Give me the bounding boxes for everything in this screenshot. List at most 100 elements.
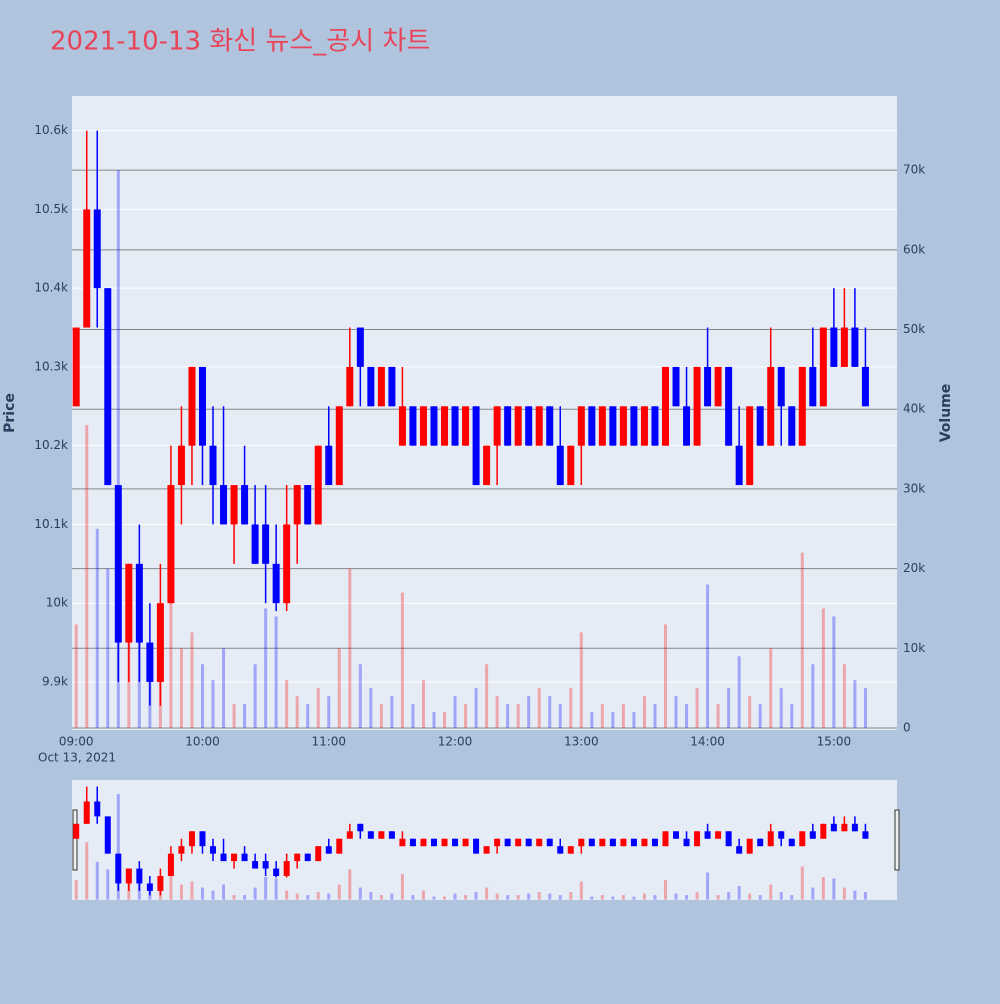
candle-body [272, 563, 280, 604]
y2-tick-label: 50k [903, 322, 925, 336]
candle-body-mini [525, 838, 532, 847]
candle-body [388, 366, 396, 407]
volume-bar [663, 624, 667, 729]
candle-body-mini [388, 831, 395, 839]
volume-bar [495, 696, 499, 729]
candle-body-mini [420, 838, 427, 847]
volume-bar [548, 696, 552, 729]
volume-bar [527, 696, 531, 729]
volume-bar [74, 624, 78, 729]
volume-bar-mini [190, 881, 194, 900]
volume-bar [306, 704, 310, 729]
candle-body [241, 485, 249, 525]
candle-body-mini [188, 831, 195, 847]
candle-body [125, 563, 133, 643]
volume-bar-mini [264, 876, 268, 900]
candle-body-mini [378, 831, 385, 839]
volume-bar [285, 680, 289, 729]
volume-bar-mini [464, 895, 468, 900]
candle-body-mini [504, 838, 511, 847]
candle-body [283, 524, 291, 604]
candle-body-mini [736, 846, 743, 854]
y2-tick-label: 20k [903, 561, 925, 575]
candle-body [535, 406, 543, 446]
candle-body [462, 406, 470, 446]
candle-body [167, 485, 175, 604]
candle-body [798, 366, 806, 446]
candle-body [514, 406, 522, 446]
volume-bar [474, 688, 478, 729]
candle-body [556, 445, 564, 486]
candle-body-mini [757, 838, 764, 847]
candle-body [146, 642, 154, 682]
candle-body-mini [546, 838, 553, 847]
volume-bar [179, 648, 183, 729]
volume-bar [642, 696, 646, 729]
candle-body [156, 603, 164, 682]
volume-bar [748, 696, 752, 729]
candle-body [104, 288, 112, 486]
volume-bar [411, 704, 415, 729]
volume-bar-mini [316, 892, 320, 900]
volume-bar [358, 664, 362, 729]
volume-bar-mini [443, 896, 447, 900]
candle-body-mini [325, 846, 332, 854]
candle-body [577, 406, 585, 446]
candle-body [188, 366, 196, 446]
volume-bar [558, 704, 562, 729]
candle-body-mini [694, 831, 701, 847]
candle-body-mini [662, 831, 669, 847]
volume-bar [832, 616, 836, 729]
candle-body [441, 406, 449, 446]
candle-body [598, 406, 606, 446]
x-tick-label: 11:00 [311, 735, 346, 749]
candle-body-mini [336, 838, 343, 854]
candle-body-mini [367, 831, 374, 839]
candle-body [830, 327, 838, 367]
volume-bar-mini [337, 884, 341, 900]
volume-bar [611, 712, 615, 729]
volume-bar [621, 704, 625, 729]
volume-bar [842, 664, 846, 729]
volume-bar [516, 704, 520, 729]
volume-bar-mini [358, 887, 362, 900]
volume-bar [379, 704, 383, 729]
y-tick-label: 10k [46, 596, 68, 610]
volume-bar [716, 704, 720, 729]
x-tick-label: 13:00 [564, 735, 599, 749]
volume-bar [537, 688, 541, 729]
candle-body [377, 366, 385, 407]
volume-bar [190, 632, 194, 729]
candle-body [546, 406, 554, 446]
candle-body [809, 366, 817, 407]
volume-bar [327, 696, 331, 729]
candle-body [293, 485, 301, 525]
candle-body-mini [683, 838, 690, 847]
candle-body-mini [483, 846, 490, 854]
candle-body [451, 406, 459, 446]
volume-bar-mini [327, 893, 331, 900]
volume-bar-mini [832, 878, 836, 900]
x-date-label: Oct 13, 2021 [38, 751, 116, 765]
slider-handle-right[interactable] [894, 809, 900, 871]
volume-bar [758, 704, 762, 729]
volume-bar [821, 608, 825, 729]
volume-bar [253, 664, 257, 729]
candle-body-mini [651, 838, 658, 847]
volume-bar [632, 712, 636, 729]
slider-handle-left[interactable] [72, 809, 78, 871]
candle-body-mini [146, 883, 153, 891]
candle-body [409, 406, 417, 446]
volume-bar [295, 696, 299, 729]
volume-bar-mini [842, 887, 846, 900]
candle-body-mini [262, 861, 269, 869]
volume-bar-mini [74, 880, 78, 900]
candle-body [819, 327, 827, 407]
candle-body-mini [536, 838, 543, 847]
candle-body [609, 406, 617, 446]
candle-body [725, 366, 733, 446]
volume-bar-mini [274, 878, 278, 900]
candle-body-mini [841, 823, 848, 832]
volume-bar [243, 704, 247, 729]
volume-bar [274, 616, 278, 729]
